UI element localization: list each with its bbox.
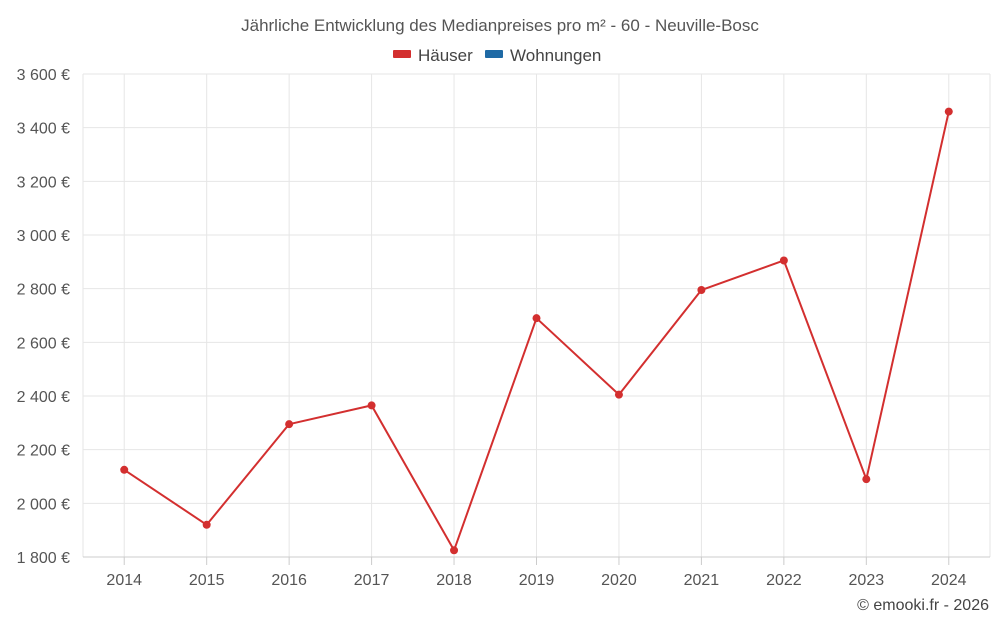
y-tick-label: 2 200 € (17, 443, 70, 460)
x-tick-label: 2023 (849, 572, 885, 589)
grid (82, 73, 991, 558)
legend: Häuser Wohnungen (393, 46, 601, 65)
y-axis: 1 800 € 2 000 € 2 200 € 2 400 € 2 600 € 2 800… (17, 67, 70, 567)
series-layer (120, 107, 953, 555)
x-tick-label: 2015 (189, 572, 225, 589)
x-tick-label: 2014 (106, 572, 142, 589)
data-point[interactable] (532, 314, 541, 323)
chart-title: Jährliche Entwicklung des Medianpreises … (241, 16, 759, 35)
data-point[interactable] (779, 256, 788, 265)
y-tick-label: 2 400 € (17, 389, 70, 406)
x-tick-label: 2022 (766, 572, 802, 589)
data-point[interactable] (944, 107, 953, 116)
data-point[interactable] (120, 465, 129, 474)
y-tick-label: 2 600 € (17, 335, 70, 352)
x-tick-label: 2021 (684, 572, 720, 589)
y-tick-label: 3 200 € (17, 174, 70, 191)
x-tick-label: 2024 (931, 572, 967, 589)
x-axis: 2014 2015 2016 2017 2018 2019 2020 2021 2022 2023… (106, 557, 967, 589)
data-point[interactable] (285, 420, 294, 429)
x-tick-label: 2018 (436, 572, 472, 589)
credit-label: © emooki.fr - 2026 (857, 597, 989, 614)
data-point[interactable] (614, 390, 623, 399)
y-tick-label: 1 800 € (17, 550, 70, 567)
y-tick-label: 3 400 € (17, 121, 70, 138)
data-point[interactable] (862, 475, 871, 484)
x-tick-label: 2019 (519, 572, 555, 589)
legend-label-1[interactable]: Häuser (418, 46, 473, 65)
y-tick-label: 3 000 € (17, 228, 70, 245)
legend-swatch-1[interactable] (393, 50, 411, 58)
data-point[interactable] (450, 546, 459, 555)
legend-swatch-2[interactable] (485, 50, 503, 58)
data-point[interactable] (202, 520, 211, 529)
x-tick-label: 2020 (601, 572, 637, 589)
data-point[interactable] (367, 401, 376, 410)
y-tick-label: 2 000 € (17, 496, 70, 513)
data-point[interactable] (697, 286, 706, 295)
legend-label-2[interactable]: Wohnungen (510, 46, 601, 65)
y-tick-label: 2 800 € (17, 282, 70, 299)
y-tick-label: 3 600 € (17, 67, 70, 84)
x-tick-label: 2017 (354, 572, 390, 589)
x-tick-label: 2016 (271, 572, 307, 589)
